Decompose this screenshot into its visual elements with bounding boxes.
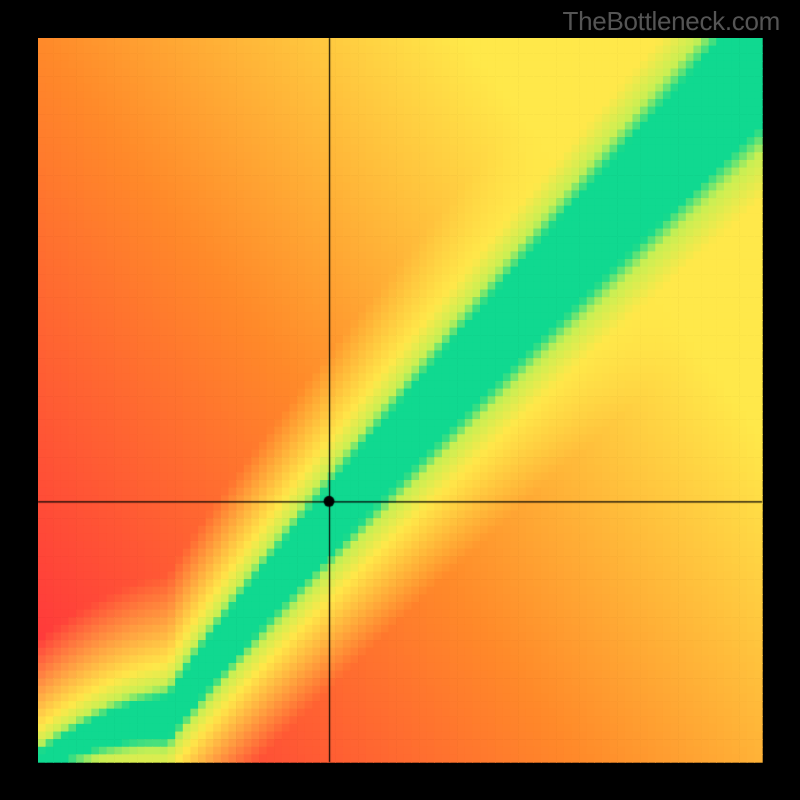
- heatmap-plot: [0, 0, 800, 800]
- watermark-text: TheBottleneck.com: [563, 6, 780, 37]
- chart-container: { "watermark": { "text": "TheBottleneck.…: [0, 0, 800, 800]
